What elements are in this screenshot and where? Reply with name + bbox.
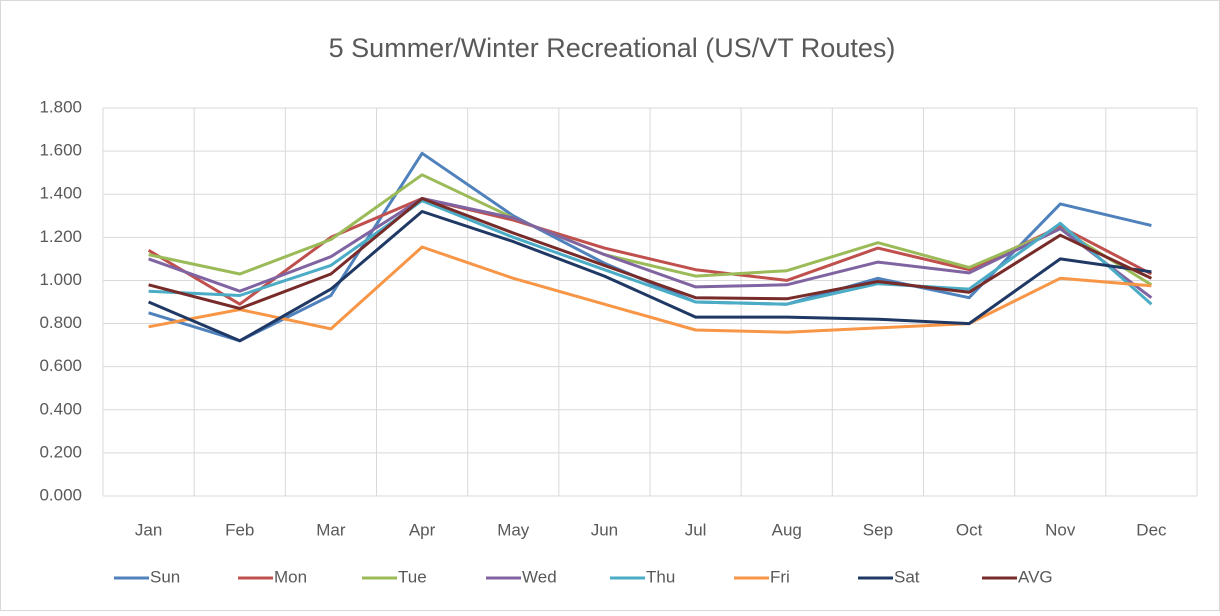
- y-tick-label: 0.000: [39, 485, 82, 504]
- x-tick-label: Oct: [956, 520, 983, 539]
- y-tick-label: 0.400: [39, 399, 82, 418]
- legend-label: Mon: [274, 567, 307, 586]
- y-tick-label: 1.400: [39, 184, 82, 203]
- x-tick-label: Sep: [863, 520, 893, 539]
- x-tick-label: Apr: [409, 520, 436, 539]
- y-tick-label: 1.200: [39, 227, 82, 246]
- series-line: [148, 199, 1153, 306]
- legend-label: Fri: [770, 567, 790, 586]
- y-tick-label: 1.800: [39, 97, 82, 116]
- series-line: [148, 197, 1153, 299]
- y-tick-label: 0.600: [39, 356, 82, 375]
- x-tick-label: Jun: [591, 520, 618, 539]
- x-tick-label: Nov: [1045, 520, 1076, 539]
- legend-label: Thu: [646, 567, 675, 586]
- series-line: [148, 210, 1152, 343]
- y-tick-label: 0.200: [39, 442, 82, 461]
- x-tick-label: Aug: [772, 520, 802, 539]
- series-line: [148, 197, 1153, 310]
- legend-label: AVG: [1018, 567, 1053, 586]
- legend-label: Sun: [150, 567, 180, 586]
- x-tick-label: Jan: [135, 520, 162, 539]
- x-tick-label: Mar: [316, 520, 346, 539]
- x-tick-label: Dec: [1136, 520, 1167, 539]
- legend-label: Wed: [522, 567, 557, 586]
- x-tick-label: Feb: [225, 520, 254, 539]
- x-tick-label: May: [497, 520, 530, 539]
- legend-label: Sat: [894, 567, 920, 586]
- chart-title: 5 Summer/Winter Recreational (US/VT Rout…: [329, 33, 896, 63]
- y-tick-label: 1.000: [39, 270, 82, 289]
- y-tick-label: 1.600: [39, 141, 82, 160]
- x-tick-label: Jul: [685, 520, 707, 539]
- series-line: [148, 245, 1152, 334]
- series-line: [148, 173, 1153, 287]
- y-tick-label: 0.800: [39, 313, 82, 332]
- legend-label: Tue: [398, 567, 427, 586]
